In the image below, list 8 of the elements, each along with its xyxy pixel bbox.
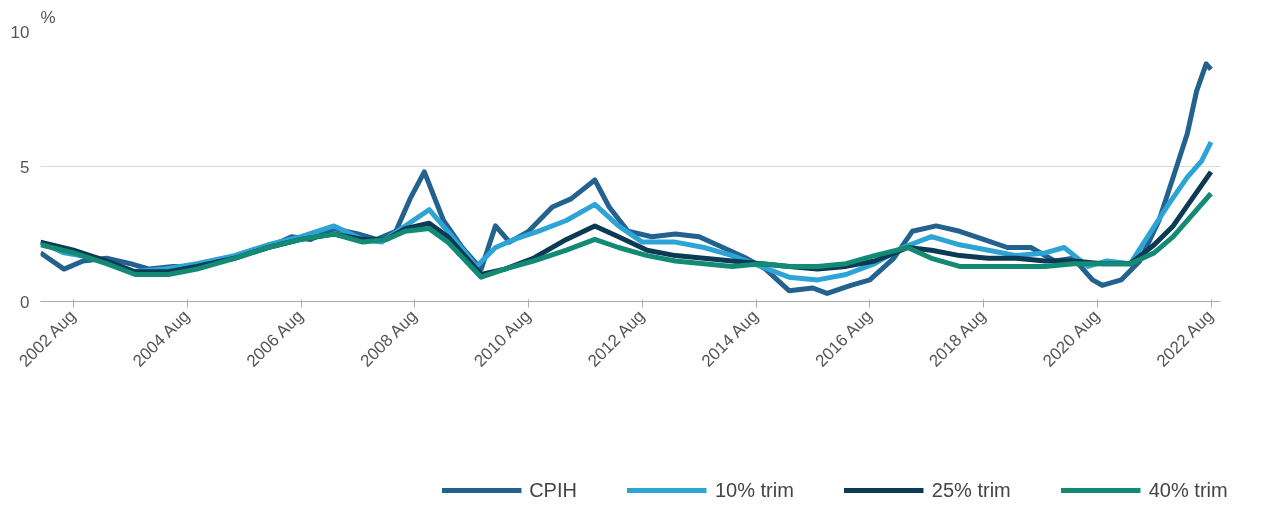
y-tick-label: 10 (10, 22, 30, 42)
legend-label: 25% trim (931, 478, 1011, 502)
y-tick-label: 5 (20, 157, 30, 177)
y-tick-label: 0 (20, 292, 30, 312)
legend-label: 10% trim (714, 478, 794, 502)
legend-label: CPIH (529, 478, 577, 502)
y-axis-title: % (40, 7, 56, 27)
legend-label: 40% trim (1148, 478, 1228, 502)
